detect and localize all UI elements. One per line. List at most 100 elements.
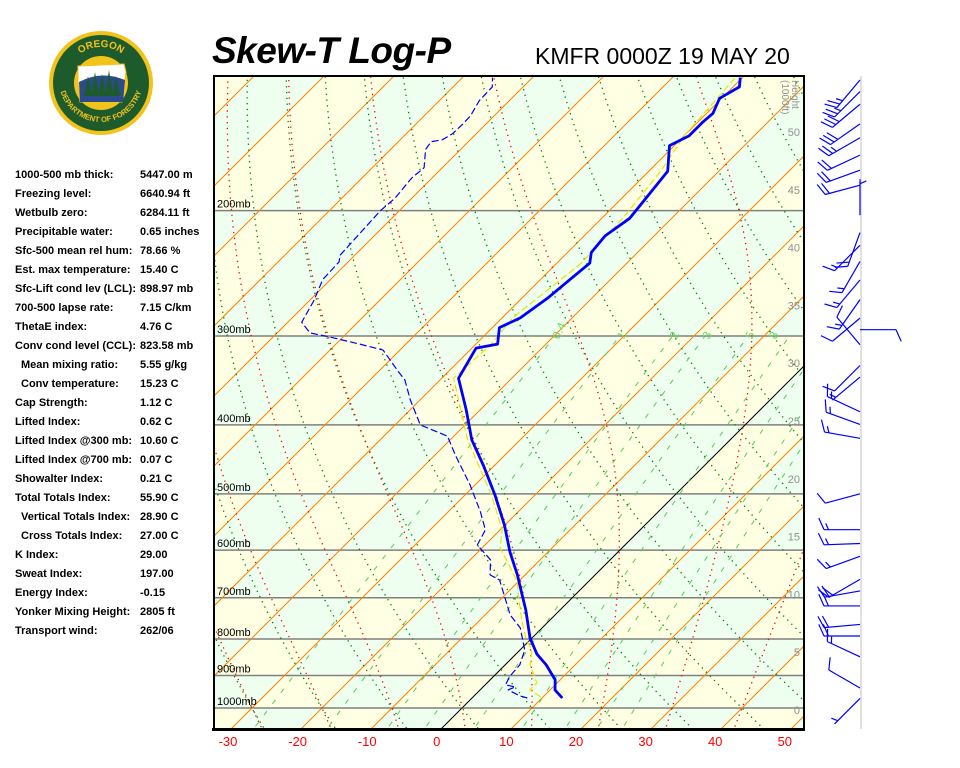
wind-barb <box>816 169 861 184</box>
index-value: 7.15 C/km <box>140 302 192 314</box>
isotherm-line <box>214 76 465 327</box>
wind-barb-feather <box>834 265 848 268</box>
axis-labels: 1000mb 900mb 800mb 700mb 600mb 500mb 400mb 300m… <box>217 80 800 749</box>
index-value: 0.62 C <box>140 416 173 428</box>
band-cell <box>0 494 46 550</box>
band-cell <box>292 550 410 598</box>
band-cell <box>0 211 49 336</box>
band-cell <box>624 210 804 336</box>
band-cell <box>922 550 960 598</box>
band-cell <box>259 76 464 211</box>
band-cell <box>462 675 565 708</box>
index-label: Vertical Totals Index: <box>21 511 131 523</box>
temperature-tick-label: 50 <box>778 734 792 749</box>
index-row: Conv temperature: 15.23 C <box>15 378 215 397</box>
mixing-ratio-label: 0.4 <box>549 320 569 341</box>
index-label: Precipitable water: <box>15 226 113 238</box>
wind-barb-feather <box>822 145 834 155</box>
band-cell <box>900 494 960 550</box>
height-tick-label: 0 <box>794 705 800 717</box>
dry-adiabat <box>597 76 804 444</box>
band-cell <box>5 639 111 675</box>
wind-barb <box>820 317 861 342</box>
background-bands <box>0 0 960 738</box>
wind-barb <box>818 517 860 531</box>
wind-barb-staff <box>827 154 861 171</box>
wind-barb-feather <box>826 326 840 330</box>
index-value: 15.40 C <box>140 264 179 276</box>
wind-barb-staff <box>828 578 861 598</box>
index-value: 78.66 % <box>140 245 181 257</box>
pressure-label: 900mb <box>217 663 251 675</box>
wind-barb-staff <box>824 431 861 439</box>
index-value: -0.15 <box>140 587 166 599</box>
band-cell <box>0 598 82 639</box>
band-cell <box>601 597 713 639</box>
index-row: 1000-500 mb thick: 5447.00 m <box>15 169 215 188</box>
band-cell <box>414 210 610 336</box>
pressure-label: 700mb <box>217 586 251 598</box>
band-cell <box>339 493 467 551</box>
wind-barb <box>824 399 861 426</box>
wind-barb <box>817 154 861 171</box>
wind-barb <box>818 624 860 637</box>
band-cell <box>886 425 960 494</box>
index-row: 700-500 lapse rate: 7.15 C/km <box>15 302 215 321</box>
isotherm-line <box>214 85 804 677</box>
band-cell <box>0 0 194 211</box>
height-tick-label: 10 <box>788 589 800 601</box>
index-label: Showalter Index: <box>15 473 104 485</box>
wind-barb-staff <box>832 376 861 401</box>
dry-adiabat <box>285 76 551 729</box>
band-cell <box>466 424 606 494</box>
wind-barb <box>818 137 861 157</box>
band-cell <box>0 425 45 494</box>
band-cell <box>532 675 635 708</box>
band-cell <box>13 708 113 738</box>
temperature-tick-label: 20 <box>569 734 583 749</box>
wind-barb-feather <box>836 305 844 318</box>
band-cell <box>675 336 804 425</box>
index-value: 2805 ft <box>140 606 175 618</box>
isotherm-line <box>370 295 804 729</box>
station-time-label: KMFR 0000Z 19 MAY 20 <box>535 43 790 69</box>
index-label: Sweat Index: <box>15 568 83 580</box>
wind-barb-feather <box>822 587 834 596</box>
wind-barb-feather <box>821 182 831 194</box>
index-value: 55.90 C <box>140 492 179 504</box>
band-cell <box>671 597 783 639</box>
index-value: 262/06 <box>140 625 174 637</box>
dry-adiabat <box>792 76 804 99</box>
height-tick-label: 5 <box>794 647 800 659</box>
index-label: Conv temperature: <box>21 378 119 390</box>
wind-barb <box>822 365 861 392</box>
band-cell <box>395 336 554 425</box>
wind-barb <box>817 533 861 546</box>
band-cell <box>634 639 741 676</box>
wind-barb-feather <box>818 594 825 607</box>
wind-barb-staff <box>825 169 861 184</box>
wind-barb <box>820 103 861 128</box>
band-cell <box>329 76 534 211</box>
band-cell <box>344 210 540 336</box>
index-value: 27.00 C <box>140 530 179 542</box>
band-cell <box>882 675 960 708</box>
band-cell <box>606 424 746 494</box>
index-value: 0.21 C <box>140 473 173 485</box>
index-label: ThetaE index: <box>15 321 88 333</box>
wind-barb-feather <box>822 385 835 392</box>
wind-barb-feather <box>826 132 839 140</box>
temperature-tick-label: -10 <box>358 734 377 749</box>
band-cell <box>554 210 750 336</box>
wind-barb-feather <box>824 399 827 413</box>
band-cell <box>951 598 960 639</box>
index-row: Sfc-Lift cond lev (LCL): 898.97 mb <box>15 283 215 302</box>
band-cell <box>741 597 804 639</box>
index-label: Sfc-Lift cond lev (LCL): <box>15 283 136 295</box>
dry-adiabat <box>441 76 804 702</box>
wind-barb-staff <box>827 395 861 413</box>
wind-barb <box>824 79 861 109</box>
wind-barb-feather <box>817 161 828 171</box>
pressure-label: 1000mb <box>217 696 257 708</box>
wind-barb-feather <box>818 147 830 157</box>
